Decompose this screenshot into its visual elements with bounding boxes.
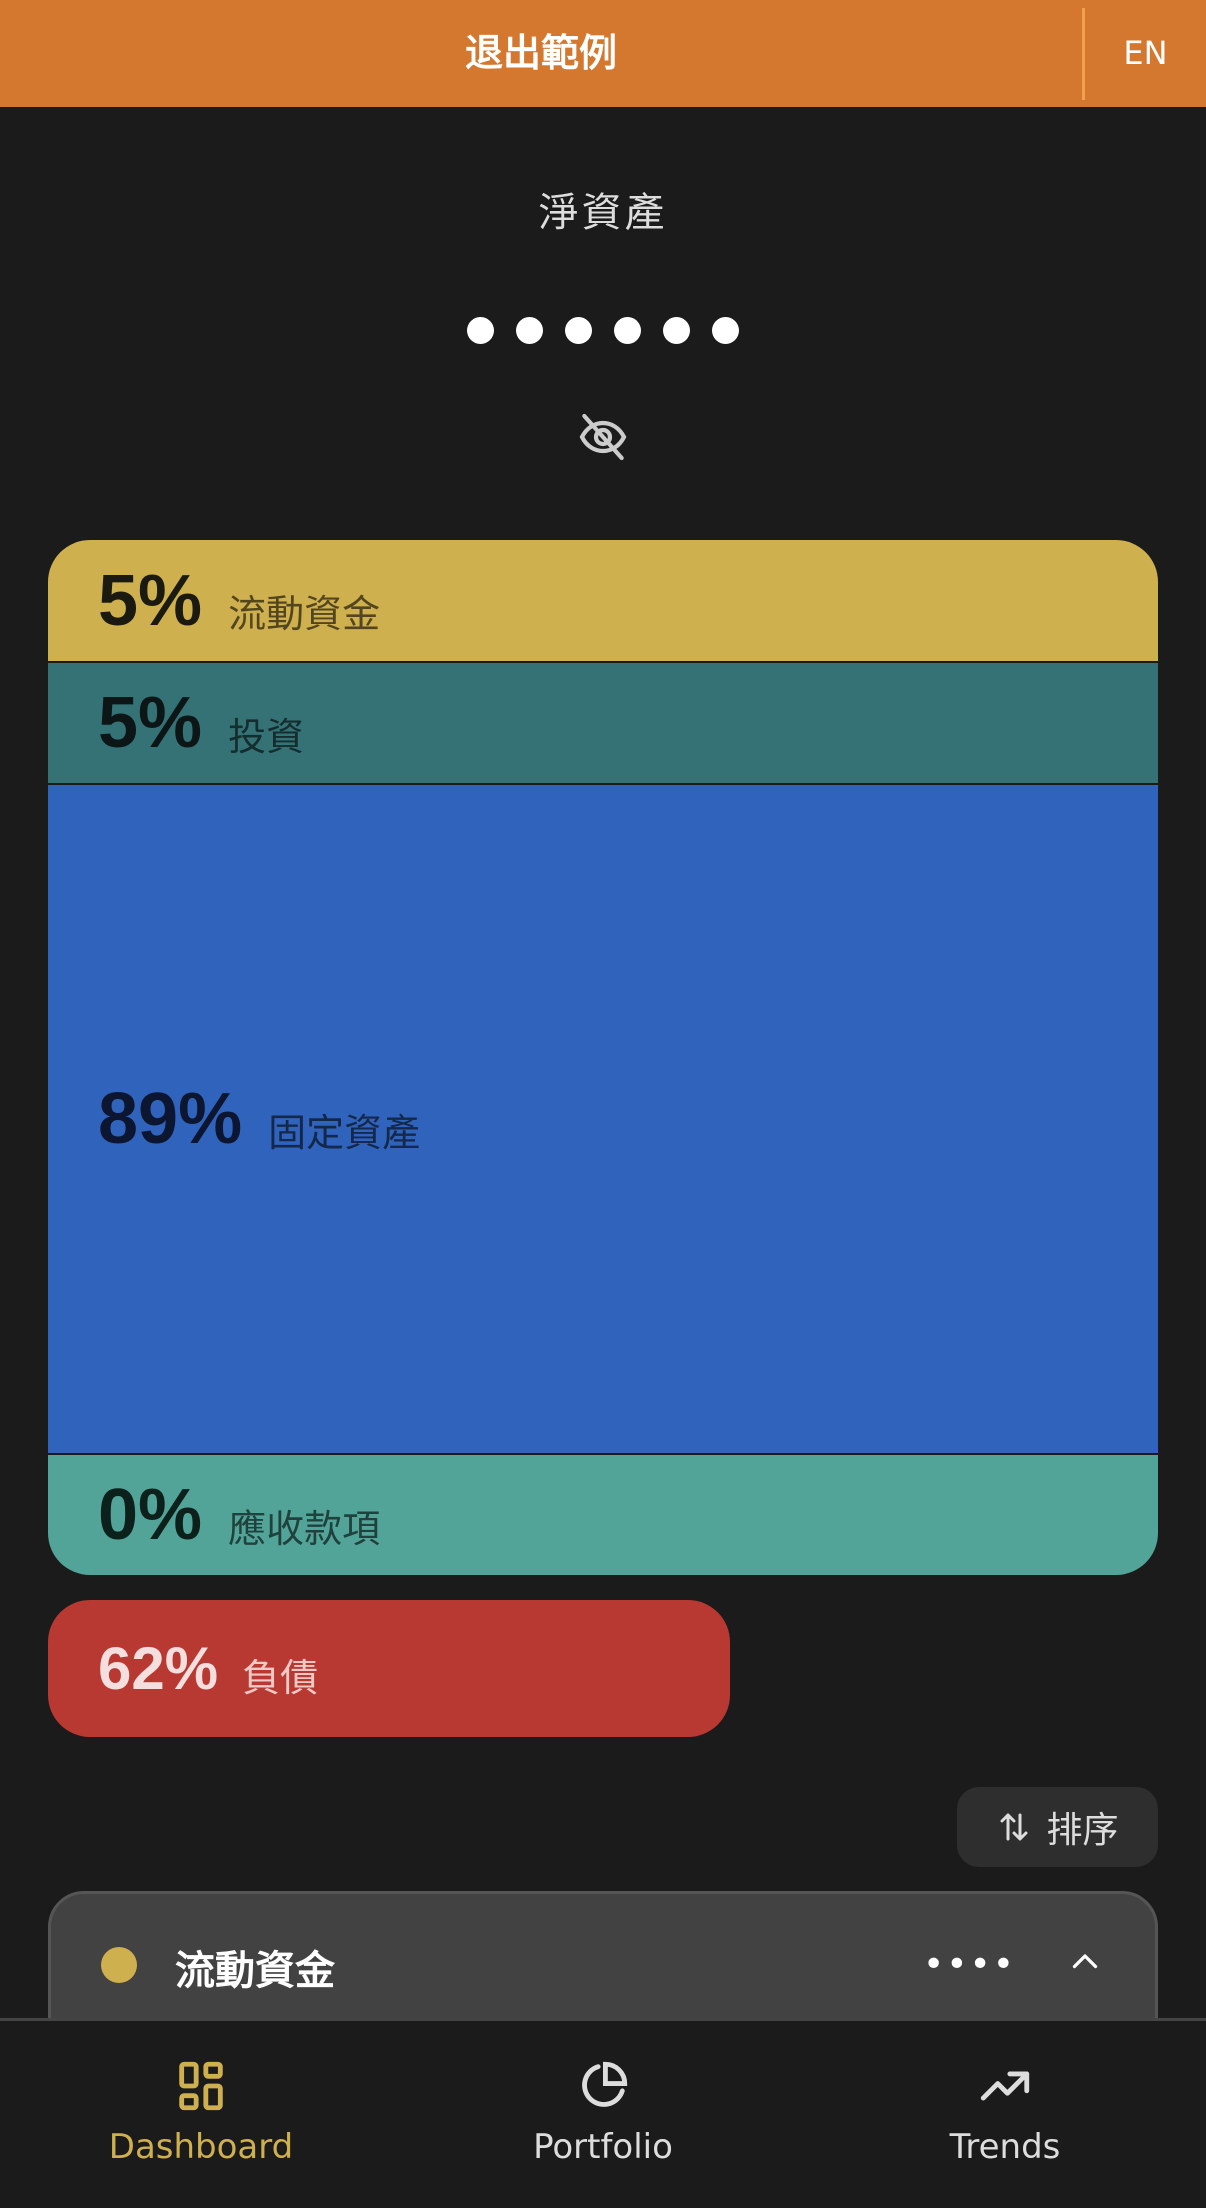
sort-label: 排序 — [1046, 1810, 1119, 1851]
liabilities-percent: 62% — [98, 1635, 219, 1702]
segment-percent: 89% — [98, 1079, 243, 1159]
exit-demo-button[interactable]: 退出範例 — [464, 31, 617, 75]
segment-percent: 5% — [98, 683, 203, 763]
top-bar: 退出範例 EN — [0, 0, 1206, 107]
nav-portfolio[interactable]: Portfolio — [402, 2021, 804, 2208]
net-worth-label: 淨資產 — [538, 190, 668, 236]
dashboard-grid-icon — [179, 2061, 223, 2111]
segment-investments[interactable]: 5% 投資 — [48, 663, 1158, 783]
nav-label: Portfolio — [533, 2127, 673, 2167]
segment-liquid-funds[interactable]: 5% 流動資金 — [48, 540, 1158, 661]
sort-arrows-icon — [1000, 1813, 1028, 1841]
color-dot — [101, 1947, 137, 1983]
divider — [1082, 8, 1085, 100]
bottom-nav: Dashboard Portfolio Trends — [0, 2018, 1206, 2208]
liabilities-label: 負債 — [242, 1656, 319, 1700]
nav-dashboard[interactable]: Dashboard — [0, 2021, 402, 2208]
segment-label: 固定資產 — [268, 1110, 421, 1155]
segment-percent: 5% — [98, 560, 203, 641]
liabilities-bar[interactable]: 62% 負債 — [48, 1600, 730, 1737]
sort-button[interactable]: 排序 — [957, 1787, 1158, 1867]
trending-up-icon — [980, 2071, 1030, 2101]
account-group-name: 流動資金 — [175, 1948, 335, 1994]
masked-amount: •••• — [923, 1944, 1016, 1985]
segment-label: 應收款項 — [228, 1506, 381, 1551]
masked-net-worth — [0, 317, 1206, 344]
language-toggle-button[interactable]: EN — [1123, 34, 1168, 72]
nav-trends[interactable]: Trends — [804, 2021, 1206, 2208]
asset-allocation-card: 5% 流動資金 5% 投資 89% 固定資產 0% 應收款項 — [48, 540, 1158, 1575]
segment-receivables[interactable]: 0% 應收款項 — [48, 1455, 1158, 1575]
chevron-up-icon[interactable] — [1067, 1944, 1103, 1980]
segment-label: 投資 — [228, 714, 305, 759]
pie-chart-icon — [582, 2061, 628, 2107]
segment-label: 流動資金 — [228, 592, 381, 636]
segment-percent: 0% — [98, 1475, 203, 1555]
eye-off-icon[interactable] — [575, 409, 631, 465]
nav-label: Dashboard — [108, 2127, 294, 2167]
nav-label: Trends — [949, 2127, 1061, 2167]
segment-fixed-assets[interactable]: 89% 固定資產 — [48, 785, 1158, 1453]
